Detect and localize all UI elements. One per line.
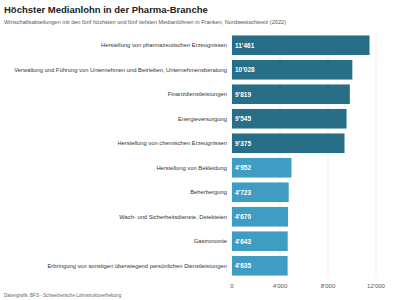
bar bbox=[232, 35, 370, 55]
bar bbox=[232, 84, 350, 104]
category-label: Energieversorgung bbox=[178, 116, 227, 122]
category-label: Gastronomie bbox=[194, 238, 227, 244]
chart: Höchster Medianlohn in der Pharma-Branch… bbox=[0, 0, 400, 300]
data-label: 9'375 bbox=[235, 140, 251, 147]
category-label: Beherbergung bbox=[190, 189, 227, 195]
tick-label: 0 bbox=[230, 283, 234, 289]
labels: Herstellung von pharmazeutischen Erzeugn… bbox=[14, 42, 255, 269]
bar bbox=[232, 182, 289, 202]
category-label: Herstellung von pharmazeutischen Erzeugn… bbox=[101, 42, 227, 48]
bar bbox=[232, 133, 345, 153]
category-label: Finanzdienstleistungen bbox=[168, 91, 227, 97]
grid-line bbox=[376, 33, 377, 278]
data-label: 4'723 bbox=[235, 189, 251, 196]
bar bbox=[232, 207, 288, 227]
page: {"chart_data": {"type": "bar", "orientat… bbox=[0, 0, 400, 300]
category-label: Herstellung von chemischen Erzeugnissen bbox=[117, 140, 227, 146]
bars bbox=[232, 35, 370, 275]
title: Höchster Medianlohn in der Pharma-Branch… bbox=[4, 4, 208, 15]
bar bbox=[232, 158, 291, 178]
tick-label: 12'000 bbox=[367, 283, 385, 289]
bar bbox=[232, 231, 288, 251]
category-label: Verwaltung und Führung von Unternehmen u… bbox=[14, 67, 227, 73]
category-label: Erbringung von sonstigen überwiegend per… bbox=[48, 263, 228, 269]
data-label: 4'635 bbox=[235, 262, 251, 269]
tick-label: 8'000 bbox=[321, 283, 336, 289]
category-label: Herstellung von Bekleidung bbox=[156, 165, 227, 171]
bar bbox=[232, 109, 347, 129]
data-label: 4'952 bbox=[235, 164, 251, 171]
tick-label: 4'000 bbox=[273, 283, 288, 289]
data-label: 11'461 bbox=[235, 42, 255, 49]
bar bbox=[232, 60, 352, 80]
category-label: Wach- und Sicherheitsdienste, Detekteien bbox=[119, 214, 227, 220]
data-label: 9'819 bbox=[235, 91, 251, 98]
data-label: 4'670 bbox=[235, 213, 251, 220]
data-label: 4'643 bbox=[235, 238, 251, 245]
bar bbox=[232, 256, 288, 276]
subtitle: Wirtschaftsabteilungen mit den fünf höch… bbox=[4, 19, 286, 25]
source: Datengrafik: BFS - Schweizerische Lohnst… bbox=[4, 293, 122, 298]
data-label: 9'545 bbox=[235, 115, 251, 122]
data-label: 10'028 bbox=[235, 66, 255, 73]
